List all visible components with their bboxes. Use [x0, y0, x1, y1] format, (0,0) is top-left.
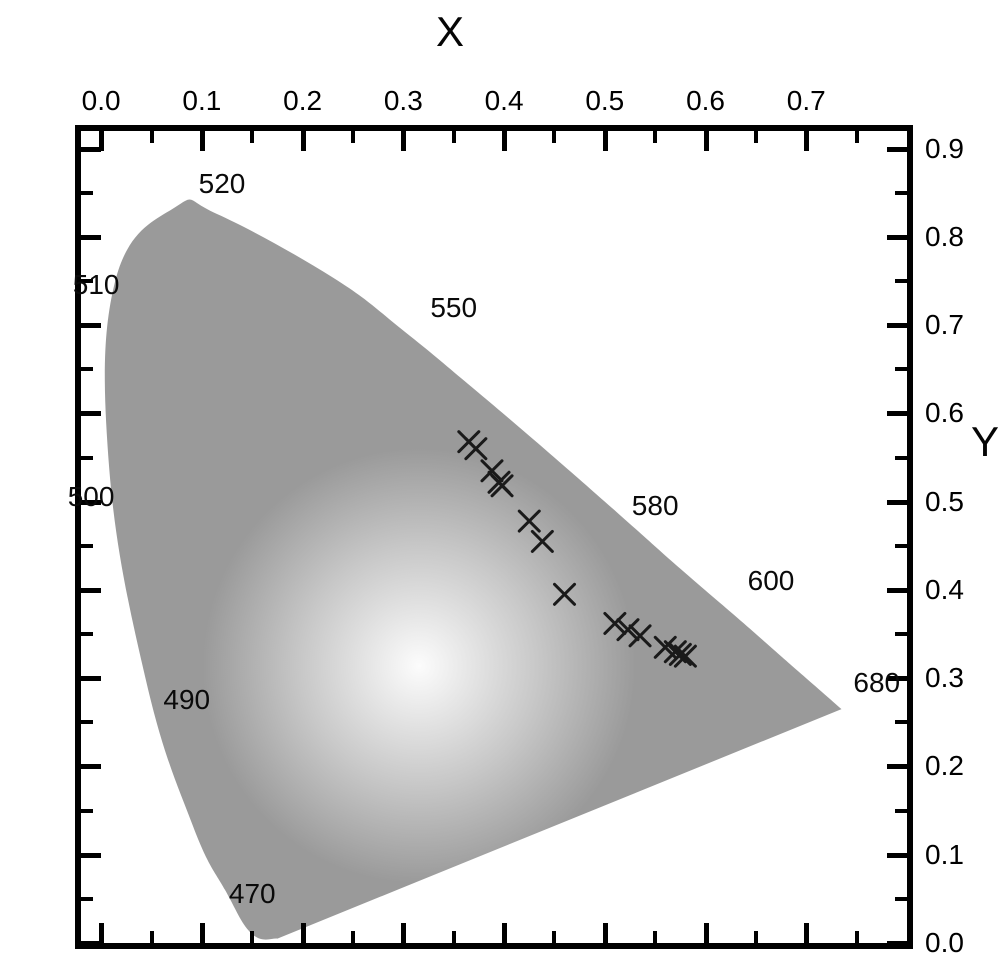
y-tick-mark: [887, 941, 907, 946]
y-minor-tick-left: [81, 897, 93, 901]
x-axis-label: X: [420, 8, 480, 56]
x-tick-mark: [301, 131, 306, 151]
y-tick-mark: [887, 235, 907, 240]
y-tick-mark-left: [81, 941, 101, 946]
x-tick-mark: [502, 131, 507, 151]
x-minor-tick: [150, 131, 154, 143]
x-tick-mark-bottom: [301, 923, 306, 943]
x-minor-tick-bottom: [250, 931, 254, 943]
x-tick-mark-bottom: [200, 923, 205, 943]
y-tick-label: 0.0: [925, 927, 964, 959]
x-tick-mark: [804, 131, 809, 151]
wavelength-label: 600: [748, 565, 795, 597]
chromaticity-horseshoe: [81, 131, 907, 943]
x-minor-tick: [250, 131, 254, 143]
plot-area: [75, 125, 913, 949]
y-minor-tick: [895, 632, 907, 636]
y-tick-mark: [887, 411, 907, 416]
y-tick-label: 0.9: [925, 133, 964, 165]
y-minor-tick: [895, 456, 907, 460]
y-tick-mark-left: [81, 853, 101, 858]
x-tick-mark-bottom: [603, 923, 608, 943]
y-tick-mark: [887, 323, 907, 328]
y-tick-label: 0.8: [925, 221, 964, 253]
x-tick-mark-bottom: [99, 923, 104, 943]
y-tick-label: 0.2: [925, 750, 964, 782]
x-minor-tick: [351, 131, 355, 143]
wavelength-label: 500: [68, 481, 115, 513]
y-tick-label: 0.4: [925, 574, 964, 606]
wavelength-label: 520: [199, 168, 246, 200]
y-minor-tick-left: [81, 456, 93, 460]
y-tick-mark-left: [81, 147, 101, 152]
y-minor-tick: [895, 544, 907, 548]
y-minor-tick: [895, 191, 907, 195]
y-tick-mark-left: [81, 235, 101, 240]
y-tick-label: 0.3: [925, 662, 964, 694]
y-tick-mark-left: [81, 411, 101, 416]
x-tick-mark: [401, 131, 406, 151]
y-minor-tick-left: [81, 720, 93, 724]
y-tick-label: 0.1: [925, 839, 964, 871]
x-minor-tick-bottom: [653, 931, 657, 943]
x-tick-mark-bottom: [502, 923, 507, 943]
x-tick-label: 0.5: [585, 85, 624, 117]
y-tick-mark: [887, 853, 907, 858]
y-tick-mark-left: [81, 676, 101, 681]
y-minor-tick: [895, 897, 907, 901]
y-tick-mark-left: [81, 323, 101, 328]
x-tick-mark: [200, 131, 205, 151]
x-minor-tick-bottom: [452, 931, 456, 943]
y-tick-mark-left: [81, 588, 101, 593]
x-minor-tick-bottom: [855, 931, 859, 943]
y-tick-label: 0.7: [925, 309, 964, 341]
x-tick-mark: [603, 131, 608, 151]
y-minor-tick-left: [81, 544, 93, 548]
x-tick-mark-bottom: [704, 923, 709, 943]
x-minor-tick-bottom: [754, 931, 758, 943]
wavelength-label: 580: [632, 490, 679, 522]
x-tick-mark: [704, 131, 709, 151]
wavelength-label: 550: [430, 292, 477, 324]
x-tick-label: 0.6: [686, 85, 725, 117]
x-minor-tick-bottom: [150, 931, 154, 943]
y-tick-mark: [887, 588, 907, 593]
y-minor-tick-left: [81, 809, 93, 813]
x-minor-tick: [855, 131, 859, 143]
x-minor-tick: [552, 131, 556, 143]
y-minor-tick: [895, 367, 907, 371]
y-minor-tick-left: [81, 367, 93, 371]
x-tick-label: 0.7: [787, 85, 826, 117]
x-tick-mark-bottom: [401, 923, 406, 943]
y-tick-label: 0.6: [925, 397, 964, 429]
x-minor-tick-bottom: [552, 931, 556, 943]
x-tick-label: 0.0: [82, 85, 121, 117]
y-tick-mark: [887, 764, 907, 769]
x-minor-tick: [452, 131, 456, 143]
x-minor-tick-bottom: [351, 931, 355, 943]
y-minor-tick-left: [81, 632, 93, 636]
x-minor-tick: [653, 131, 657, 143]
x-tick-label: 0.4: [485, 85, 524, 117]
x-tick-label: 0.1: [182, 85, 221, 117]
x-minor-tick: [754, 131, 758, 143]
y-minor-tick: [895, 720, 907, 724]
y-tick-label: 0.5: [925, 486, 964, 518]
cie-chromaticity-chart: X Y 0.00.10.20.30.40.50.60.70.00.10.20.3…: [0, 0, 1000, 969]
y-tick-mark: [887, 147, 907, 152]
x-tick-mark-bottom: [804, 923, 809, 943]
x-tick-label: 0.2: [283, 85, 322, 117]
wavelength-label: 490: [163, 684, 210, 716]
y-minor-tick-left: [81, 191, 93, 195]
x-tick-label: 0.3: [384, 85, 423, 117]
y-minor-tick: [895, 279, 907, 283]
y-tick-mark-left: [81, 764, 101, 769]
y-tick-mark: [887, 500, 907, 505]
wavelength-label: 510: [73, 269, 120, 301]
wavelength-label: 680: [853, 667, 900, 699]
wavelength-label: 470: [229, 878, 276, 910]
y-minor-tick: [895, 809, 907, 813]
